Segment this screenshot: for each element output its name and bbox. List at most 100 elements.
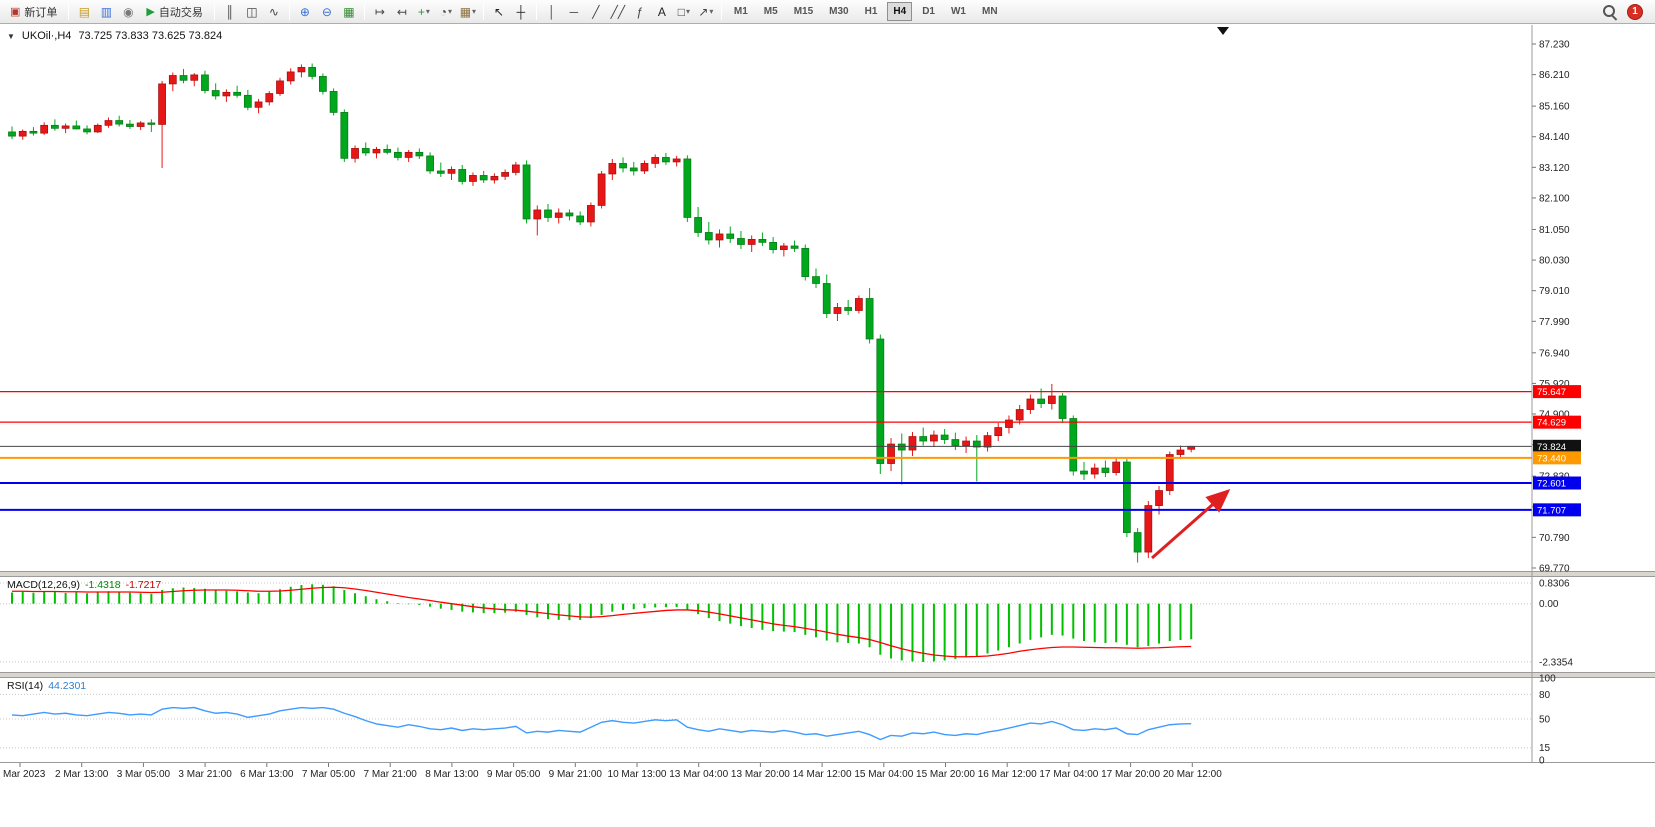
price-tag-label: 71.707 (1537, 505, 1566, 516)
candle-body (801, 247, 810, 277)
tile-windows-icon: ▦ (343, 4, 355, 19)
candle-body (1015, 409, 1024, 421)
zoom-in-icon[interactable]: ⊕ (295, 2, 315, 22)
auto-scroll-icon[interactable]: ↦ (370, 2, 390, 22)
chart-shift-icon[interactable]: ↤ (392, 2, 412, 22)
price-tick-label: 80.030 (1539, 256, 1570, 267)
time-axis-label: 14 Mar 12:00 (793, 769, 852, 780)
time-axis-label: 13 Mar 04:00 (669, 769, 728, 780)
candle-body (608, 163, 617, 175)
trendline-icon: ╱ (592, 4, 600, 19)
candle-body (479, 175, 488, 181)
timeframe-h4-button[interactable]: H4 (887, 2, 913, 21)
cursor-icon: ↖ (493, 4, 504, 19)
timeframe-w1-button[interactable]: W1 (950, 6, 966, 17)
zoom-out-icon[interactable]: ⊖ (317, 2, 337, 22)
time-axis-label: 8 Mar 13:00 (425, 769, 479, 780)
time-axis-label: 1 Mar 2023 (0, 769, 46, 780)
new-order-button[interactable]: ▣ 新订单 (4, 2, 63, 22)
notification-badge[interactable]: 1 (1627, 3, 1643, 20)
search-icon[interactable] (1602, 4, 1617, 19)
shapes-icon[interactable]: □ ▾ (674, 2, 694, 22)
bar-chart-icon[interactable]: ║ (220, 2, 240, 22)
time-axis-label: 6 Mar 13:00 (240, 769, 294, 780)
time-axis-label: 17 Mar 20:00 (1101, 769, 1160, 780)
horizontal-line-icon[interactable]: ─ (564, 2, 584, 22)
line-chart-icon[interactable]: ∿ (264, 2, 284, 22)
toolbar-separator (363, 3, 365, 20)
auto-trading-button[interactable]: ▶ 自动交易 (140, 2, 208, 22)
time-axis-label: 9 Mar 05:00 (487, 769, 541, 780)
templates-icon[interactable]: ▦ ▾ (458, 2, 478, 22)
candlestick-chart-icon: ◫ (246, 4, 258, 19)
macd-main-value: -1.4318 (84, 579, 121, 591)
data-window-icon[interactable]: ▥ (96, 2, 116, 22)
crosshair-icon[interactable]: ┼ (511, 2, 531, 22)
candle-body (83, 128, 91, 133)
panel-splitter[interactable] (0, 571, 1655, 577)
panel-splitter[interactable] (0, 672, 1655, 678)
price-tick-label: 69.770 (1539, 563, 1570, 574)
toolbar-separator (535, 3, 537, 20)
arrows-tool-icon[interactable]: ↗ ▾ (696, 2, 716, 22)
candle-body (372, 148, 381, 154)
fibonacci-icon[interactable]: ƒ (630, 2, 650, 22)
rsi-name: RSI(14) (7, 680, 44, 692)
navigator-icon[interactable]: ◉ (118, 2, 138, 22)
time-axis-label: 7 Mar 21:00 (364, 769, 418, 780)
price-tick-label: 70.790 (1539, 533, 1570, 544)
market-watch-icon[interactable]: ▤ (74, 2, 94, 22)
price-tag-label: 73.440 (1537, 453, 1566, 464)
rsi-line (11, 706, 1192, 741)
timeframe-m30-button[interactable]: M30 (829, 6, 849, 17)
candle-body (179, 75, 188, 81)
vertical-line-icon[interactable]: │ (542, 2, 562, 22)
candle-body (308, 67, 317, 77)
channel-icon[interactable]: ╱╱ (608, 2, 628, 22)
timeframe-mn-button[interactable]: MN (981, 6, 998, 17)
chart-shift-marker[interactable] (1217, 27, 1229, 35)
time-axis-label: 3 Mar 21:00 (178, 769, 232, 780)
candle-body (994, 427, 1003, 437)
candle-body (297, 67, 306, 73)
candle-body (340, 112, 349, 159)
one-click-trading-icon[interactable]: ▼ (7, 31, 15, 41)
time-axis-label: 2 Mar 13:00 (55, 769, 109, 780)
candle-body (158, 83, 166, 125)
timeframe-m5-button[interactable]: M5 (763, 6, 778, 17)
time-axis-label: 15 Mar 04:00 (854, 769, 913, 780)
time-axis-label: 20 Mar 12:00 (1163, 769, 1222, 780)
time-axis-label: 10 Mar 13:00 (608, 769, 667, 780)
text-tool-icon[interactable]: A (652, 2, 672, 22)
candle-body (737, 238, 745, 245)
candlestick-chart-icon[interactable]: ◫ (242, 2, 262, 22)
auto-trading-icon: ▶ (146, 6, 155, 18)
candle-body (126, 123, 134, 127)
candle-body (436, 170, 445, 174)
candle-body (222, 91, 231, 97)
trend-arrow-annotation[interactable] (1151, 489, 1231, 560)
candle-body (1176, 449, 1185, 455)
periods-icon[interactable]: ◔ ▾ (436, 2, 456, 22)
timeframe-m15-button[interactable]: M15 (793, 6, 814, 17)
dropdown-caret-icon: ▾ (447, 7, 452, 16)
auto-trading-button-label: 自动交易 (158, 6, 203, 19)
timeframe-d1-button[interactable]: D1 (922, 6, 935, 17)
candle-body (1080, 470, 1088, 475)
price-tick-label: 75.920 (1539, 379, 1570, 390)
candle-body (565, 212, 574, 217)
cursor-icon[interactable]: ↖ (489, 2, 509, 22)
periods-icon: ◔ (439, 4, 447, 19)
candle-body (383, 148, 392, 153)
timeframe-h1-button[interactable]: H1 (864, 6, 878, 17)
tile-windows-icon[interactable]: ▦ (339, 2, 359, 22)
timeframe-m1-button[interactable]: M1 (733, 6, 748, 17)
trendline-icon[interactable]: ╱ (586, 2, 606, 22)
price-tick-label: 84.140 (1539, 132, 1570, 143)
indicators-icon[interactable]: + ▾ (414, 2, 434, 22)
ohlc-values: 73.725 73.833 73.625 73.824 (78, 30, 223, 42)
price-tag-label: 73.824 (1537, 442, 1566, 453)
price-tick-label: 87.230 (1539, 40, 1570, 51)
candle-body (876, 338, 885, 464)
